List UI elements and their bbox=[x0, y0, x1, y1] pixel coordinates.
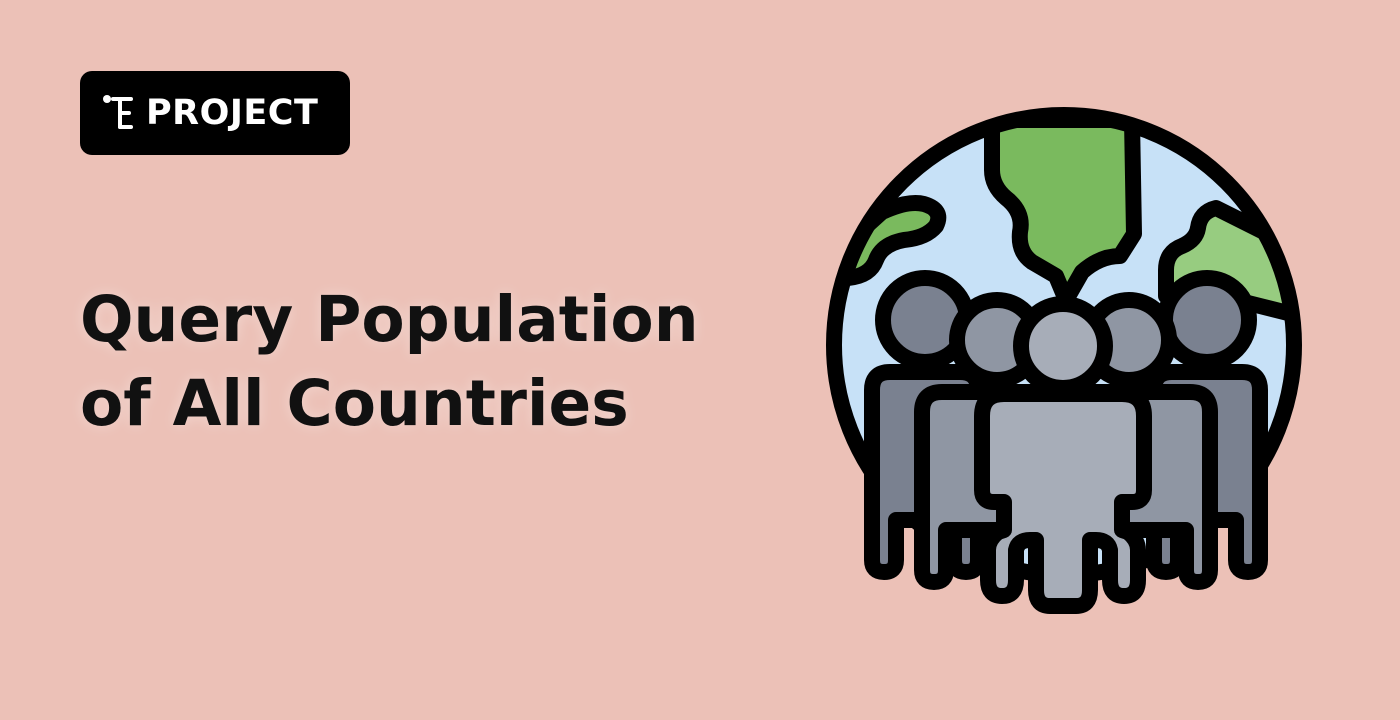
badge-label: PROJECT bbox=[146, 93, 319, 133]
title-line-1: Query Population bbox=[80, 283, 699, 356]
world-population-icon bbox=[826, 107, 1302, 614]
labex-logo-icon bbox=[103, 95, 133, 129]
page-title: Query Population of All Countries bbox=[80, 278, 780, 446]
person-front-icon bbox=[974, 296, 1152, 614]
title-line-2: of All Countries bbox=[80, 367, 629, 440]
project-badge: PROJECT bbox=[80, 71, 350, 155]
